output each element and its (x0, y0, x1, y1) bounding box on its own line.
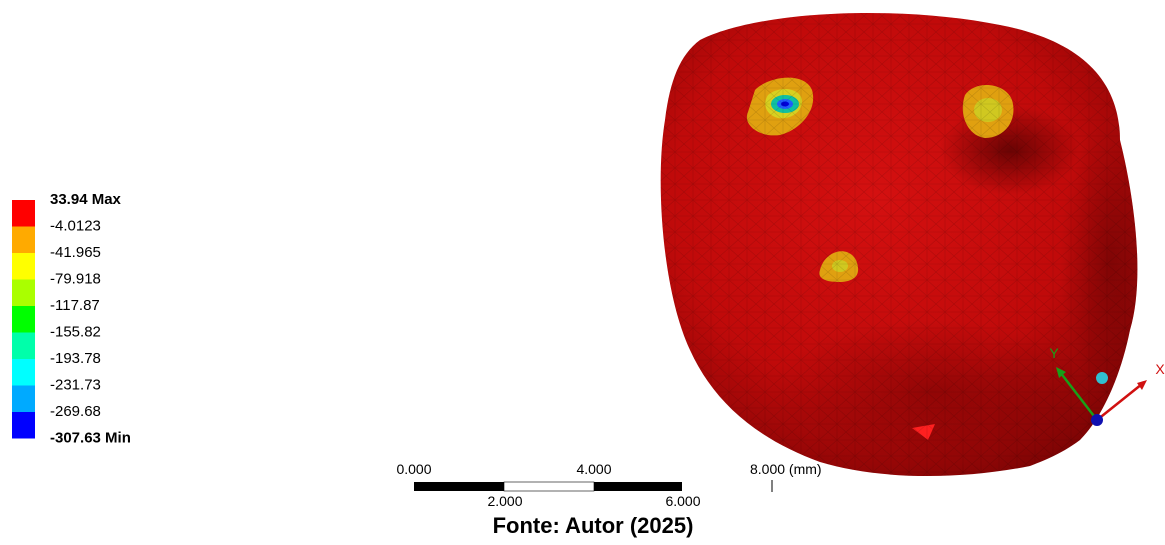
legend-swatch (12, 359, 35, 386)
legend-label: -193.78 (50, 350, 101, 367)
scale-label: 6.000 (665, 493, 700, 509)
legend-swatch (12, 253, 35, 280)
legend-label: -269.68 (50, 403, 101, 420)
legend-label: -79.918 (50, 270, 101, 287)
legend-swatch (12, 227, 35, 254)
scale-bar: 0.000 4.000 8.000 (mm) 2.000 6.000 (396, 461, 821, 509)
scale-label: 8.000 (mm) (750, 461, 822, 477)
scale-segment (594, 482, 682, 491)
legend-swatch (12, 386, 35, 413)
scale-label: 0.000 (396, 461, 431, 477)
model (640, 0, 1160, 490)
scale-label: 4.000 (576, 461, 611, 477)
caption: Fonte: Autor (2025) (493, 513, 694, 538)
legend-label: -155.82 (50, 323, 101, 340)
scale-segment (504, 482, 594, 491)
arrow-head (1137, 380, 1147, 390)
z-ball (1096, 372, 1108, 384)
legend-swatch (12, 306, 35, 333)
legend-label: -4.0123 (50, 217, 101, 234)
legend-swatch (12, 280, 35, 307)
legend-label: 33.94 Max (50, 191, 122, 208)
legend: 33.94 Max -4.0123 -41.965 -79.918 -117.87 -15… (12, 191, 131, 447)
legend-label: -117.87 (50, 297, 100, 314)
scale-label: 2.000 (487, 493, 522, 509)
y-axis-label: Y (1049, 345, 1059, 361)
scene: 33.94 Max -4.0123 -41.965 -79.918 -117.87 -15… (0, 0, 1165, 540)
legend-label: -41.965 (50, 244, 101, 261)
page: {"legend": { "labels": ["33.94 Max", "-4… (0, 0, 1165, 540)
legend-swatch (12, 200, 35, 227)
scale-segment (414, 482, 504, 491)
x-axis-label: X (1155, 361, 1165, 377)
legend-swatch (12, 412, 35, 439)
legend-label: -231.73 (50, 376, 101, 393)
legend-label: -307.63 Min (50, 429, 131, 446)
legend-swatch (12, 333, 35, 360)
origin (1091, 414, 1103, 426)
